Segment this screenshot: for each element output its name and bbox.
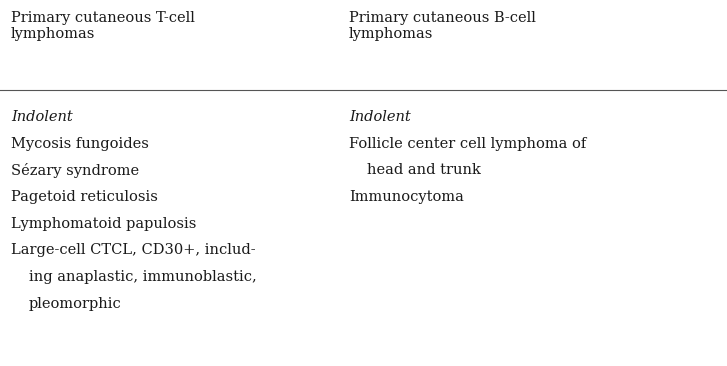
Text: Follicle center cell lymphoma of: Follicle center cell lymphoma of bbox=[349, 137, 586, 150]
Text: Primary cutaneous B-cell
lymphomas: Primary cutaneous B-cell lymphomas bbox=[349, 11, 536, 41]
Text: Large-cell CTCL, CD30+, includ-: Large-cell CTCL, CD30+, includ- bbox=[11, 243, 255, 257]
Text: ing anaplastic, immunoblastic,: ing anaplastic, immunoblastic, bbox=[29, 270, 257, 284]
Text: Lymphomatoid papulosis: Lymphomatoid papulosis bbox=[11, 217, 196, 231]
Text: Pagetoid reticulosis: Pagetoid reticulosis bbox=[11, 190, 158, 204]
Text: head and trunk: head and trunk bbox=[367, 163, 481, 177]
Text: Sézary syndrome: Sézary syndrome bbox=[11, 163, 139, 178]
Text: Primary cutaneous T-cell
lymphomas: Primary cutaneous T-cell lymphomas bbox=[11, 11, 195, 41]
Text: Indolent: Indolent bbox=[349, 110, 411, 124]
Text: Indolent: Indolent bbox=[11, 110, 73, 124]
Text: Mycosis fungoides: Mycosis fungoides bbox=[11, 137, 149, 150]
Text: Immunocytoma: Immunocytoma bbox=[349, 190, 464, 204]
Text: pleomorphic: pleomorphic bbox=[29, 297, 122, 311]
